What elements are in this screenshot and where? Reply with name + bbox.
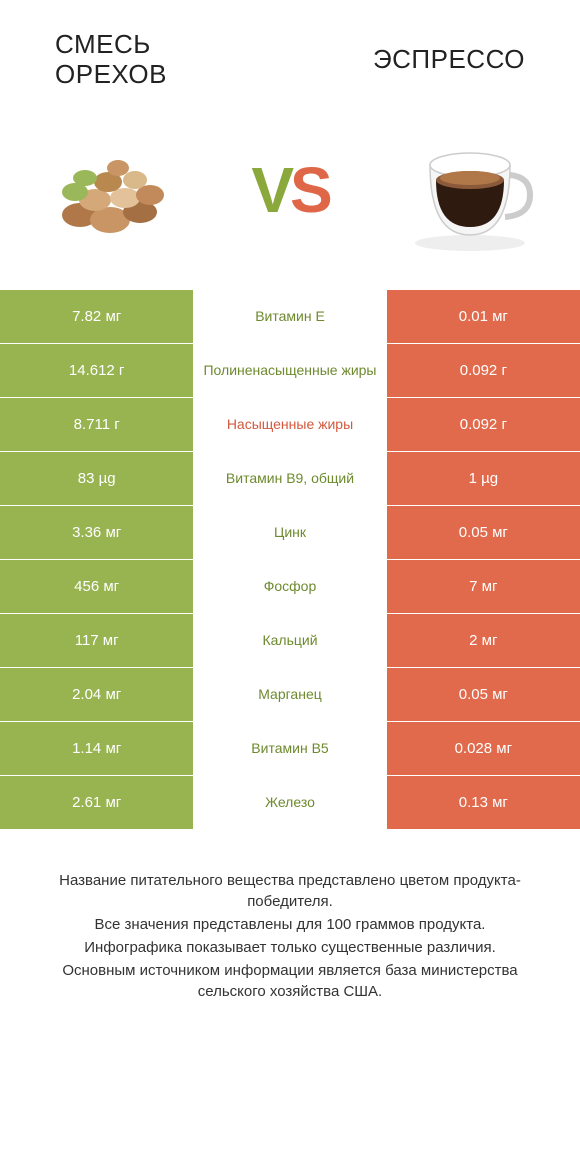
right-value: 2 мг: [387, 614, 580, 667]
table-row: 7.82 мгВитамин E0.01 мг: [0, 290, 580, 344]
comparison-table: 7.82 мгВитамин E0.01 мг14.612 гПолиненас…: [0, 290, 580, 830]
right-product-title: ЭСПРЕССО: [290, 45, 540, 75]
left-value: 14.612 г: [0, 344, 193, 397]
nutrient-name: Витамин B5: [193, 722, 386, 775]
nuts-image: [30, 120, 190, 260]
left-value: 2.04 мг: [0, 668, 193, 721]
footer-line: Все значения представлены для 100 граммо…: [30, 914, 550, 935]
table-row: 1.14 мгВитамин B50.028 мг: [0, 722, 580, 776]
left-value: 456 мг: [0, 560, 193, 613]
footer-line: Название питательного вещества представл…: [30, 870, 550, 912]
nutrient-name: Витамин B9, общий: [193, 452, 386, 505]
right-value: 7 мг: [387, 560, 580, 613]
left-value: 1.14 мг: [0, 722, 193, 775]
left-value: 7.82 мг: [0, 290, 193, 343]
right-value: 0.13 мг: [387, 776, 580, 829]
left-value: 3.36 мг: [0, 506, 193, 559]
table-row: 8.711 гНасыщенные жиры0.092 г: [0, 398, 580, 452]
nutrient-name: Насыщенные жиры: [193, 398, 386, 451]
nutrient-name: Железо: [193, 776, 386, 829]
footer-notes: Название питательного вещества представл…: [0, 830, 580, 1024]
table-row: 83 µgВитамин B9, общий1 µg: [0, 452, 580, 506]
vs-v-letter: V: [251, 154, 290, 226]
left-product-title: СМЕСЬОРЕХОВ: [40, 30, 290, 90]
left-value: 2.61 мг: [0, 776, 193, 829]
table-row: 2.61 мгЖелезо0.13 мг: [0, 776, 580, 830]
table-row: 456 мгФосфор7 мг: [0, 560, 580, 614]
right-value: 0.092 г: [387, 344, 580, 397]
vs-label: VS: [251, 158, 328, 222]
nutrient-name: Полиненасыщенные жиры: [193, 344, 386, 397]
footer-line: Инфографика показывает только существенн…: [30, 937, 550, 958]
nutrient-name: Цинк: [193, 506, 386, 559]
header: СМЕСЬОРЕХОВ ЭСПРЕССО: [0, 0, 580, 110]
espresso-image: [390, 120, 550, 260]
nutrient-name: Витамин E: [193, 290, 386, 343]
table-row: 117 мгКальций2 мг: [0, 614, 580, 668]
table-row: 14.612 гПолиненасыщенные жиры0.092 г: [0, 344, 580, 398]
nutrient-name: Марганец: [193, 668, 386, 721]
right-value: 0.028 мг: [387, 722, 580, 775]
table-row: 2.04 мгМарганец0.05 мг: [0, 668, 580, 722]
vs-s-letter: S: [290, 154, 329, 226]
table-row: 3.36 мгЦинк0.05 мг: [0, 506, 580, 560]
left-value: 8.711 г: [0, 398, 193, 451]
right-value: 1 µg: [387, 452, 580, 505]
right-value: 0.05 мг: [387, 668, 580, 721]
right-value: 0.092 г: [387, 398, 580, 451]
nutrient-name: Фосфор: [193, 560, 386, 613]
right-value: 0.05 мг: [387, 506, 580, 559]
left-value: 117 мг: [0, 614, 193, 667]
footer-line: Основным источником информации является …: [30, 960, 550, 1002]
left-value: 83 µg: [0, 452, 193, 505]
images-row: VS: [0, 110, 580, 290]
right-value: 0.01 мг: [387, 290, 580, 343]
nutrient-name: Кальций: [193, 614, 386, 667]
